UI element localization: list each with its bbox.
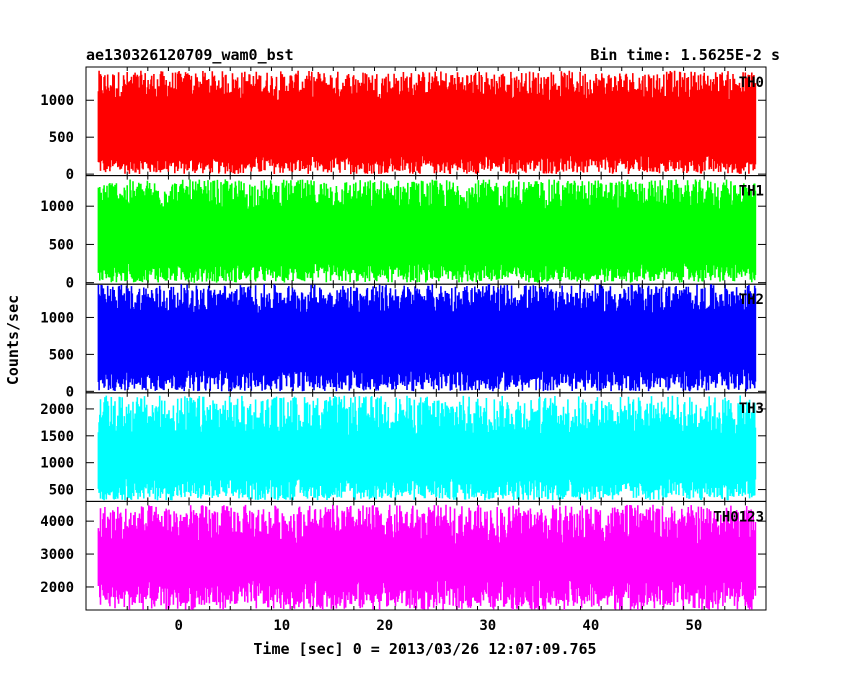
series-label: TH3: [739, 401, 764, 417]
x-tick-label: 10: [273, 618, 290, 634]
series-line-th0123: [97, 504, 757, 610]
y-tick-label: 500: [49, 130, 74, 146]
y-tick-label: 0: [66, 167, 74, 183]
series-line-th1: [97, 179, 757, 283]
y-tick-label: 0: [66, 384, 74, 400]
y-tick-label: 500: [49, 347, 74, 363]
x-tick-label: 50: [685, 618, 702, 634]
y-tick-label: 2000: [40, 402, 74, 418]
y-tick-label: 500: [49, 483, 74, 499]
panel-th3: 500 1000 1500 2000 TH3: [40, 392, 767, 502]
y-axis-label: Counts/sec: [4, 295, 22, 385]
x-axis-label: Time [sec] 0 = 2013/03/26 12:07:09.765: [253, 640, 596, 658]
x-tick-label: 20: [376, 618, 393, 634]
panels: 0 500 1000 TH0 0 500 1000 TH1 0 500 1000 TH2 500 1000…: [40, 66, 767, 611]
y-tick-label: 1500: [40, 429, 74, 445]
panel-th1: 0 500 1000 TH1: [40, 175, 767, 292]
series-label: TH1: [739, 184, 764, 200]
y-tick-label: 0: [66, 276, 74, 292]
series-line-th3: [97, 395, 757, 501]
panel-th0123: 2000 3000 4000 TH0123: [40, 500, 767, 611]
panel-frame: [85, 500, 767, 611]
y-tick-label: 2000: [40, 580, 74, 596]
x-tick-label: 40: [582, 618, 599, 634]
series-line-th0: [97, 70, 757, 175]
y-tick-label: 1000: [40, 310, 74, 326]
y-tick-label: 1000: [40, 93, 74, 109]
panel-th2: 0 500 1000 TH2: [40, 283, 767, 400]
plot-title: ae130326120709_wam0_bst: [86, 46, 294, 64]
panel-th0: 0 500 1000 TH0: [40, 66, 767, 183]
series-label: TH0123: [713, 509, 764, 525]
x-tick-label: 0: [175, 618, 183, 634]
y-tick-label: 1000: [40, 199, 74, 215]
y-tick-label: 4000: [40, 514, 74, 530]
series-label: TH0: [739, 75, 764, 91]
y-tick-label: 500: [49, 237, 74, 253]
y-tick-label: 1000: [40, 456, 74, 472]
bin-time-label: Bin time: 1.5625E-2 s: [590, 46, 780, 64]
series-label: TH2: [739, 292, 764, 308]
y-tick-label: 3000: [40, 547, 74, 563]
x-tick-labels: 0 10 20 30 40 50: [175, 618, 703, 634]
x-tick-label: 30: [479, 618, 496, 634]
series-line-th2: [97, 284, 757, 392]
